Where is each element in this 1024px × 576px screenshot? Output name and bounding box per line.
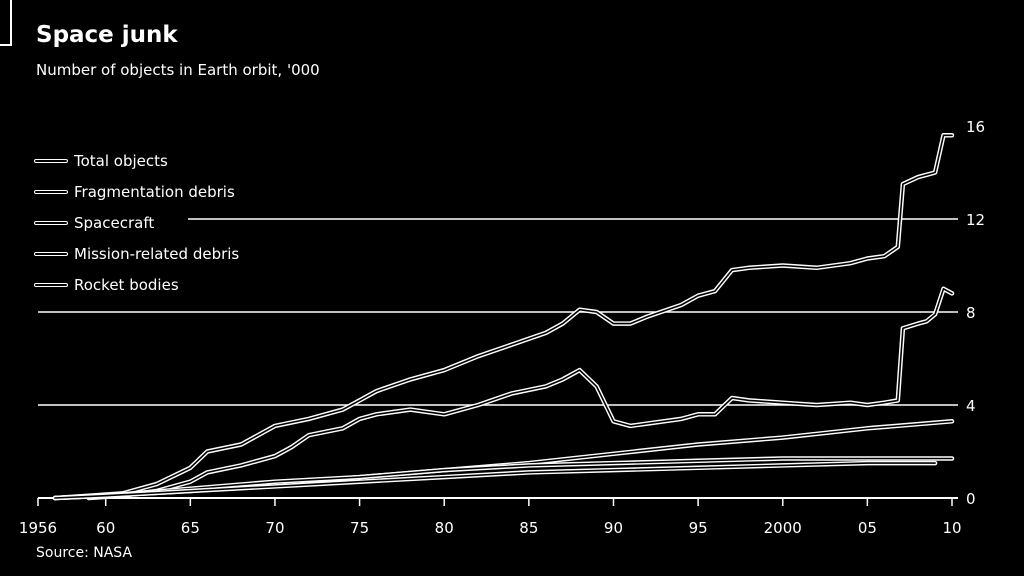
- legend-label: Total objects: [74, 151, 168, 170]
- legend-swatch: [34, 251, 68, 256]
- series-line-rocket-bodies: [54, 462, 936, 499]
- legend-swatch: [34, 189, 68, 194]
- legend-label: Mission-related debris: [74, 244, 240, 263]
- series-line-fragmentation-debris: [88, 288, 953, 499]
- legend-item: Fragmentation debris: [34, 176, 239, 207]
- y-tick-label: 16: [966, 118, 985, 136]
- chart-title: Space junk: [36, 22, 178, 48]
- legend-swatch: [34, 220, 68, 225]
- x-tick-label: 65: [181, 519, 200, 537]
- x-tick-label: 90: [604, 519, 623, 537]
- x-tick-label: 95: [689, 519, 708, 537]
- legend-swatch: [34, 282, 68, 287]
- chart-subtitle: Number of objects in Earth orbit, '000: [36, 61, 320, 79]
- legend-item: Spacecraft: [34, 207, 239, 238]
- legend-swatch: [34, 158, 68, 163]
- x-tick-label: 80: [435, 519, 454, 537]
- x-tick-label: 85: [519, 519, 538, 537]
- legend-label: Rocket bodies: [74, 275, 179, 294]
- x-tick-label: 1956: [19, 519, 57, 537]
- legend-label: Spacecraft: [74, 213, 155, 232]
- legend-label: Fragmentation debris: [74, 182, 235, 201]
- x-tick-label: 05: [858, 519, 877, 537]
- legend-item: Rocket bodies: [34, 269, 239, 300]
- source-note: Source: NASA: [36, 545, 133, 561]
- series-line-total-objects: [54, 134, 953, 499]
- legend-item: Mission-related debris: [34, 238, 239, 269]
- x-tick-label: 10: [942, 519, 961, 537]
- x-tick-label: 75: [350, 519, 369, 537]
- y-tick-label: 4: [966, 397, 976, 415]
- x-tick-label: 2000: [764, 519, 802, 537]
- x-tick-label: 60: [96, 519, 115, 537]
- chart-legend: Total objects Fragmentation debris Space…: [34, 145, 239, 300]
- header-tag: [0, 0, 12, 46]
- y-tick-label: 12: [966, 211, 985, 229]
- legend-item: Total objects: [34, 145, 239, 176]
- x-tick-label: 70: [265, 519, 284, 537]
- y-tick-label: 0: [966, 490, 976, 508]
- y-tick-label: 8: [966, 304, 976, 322]
